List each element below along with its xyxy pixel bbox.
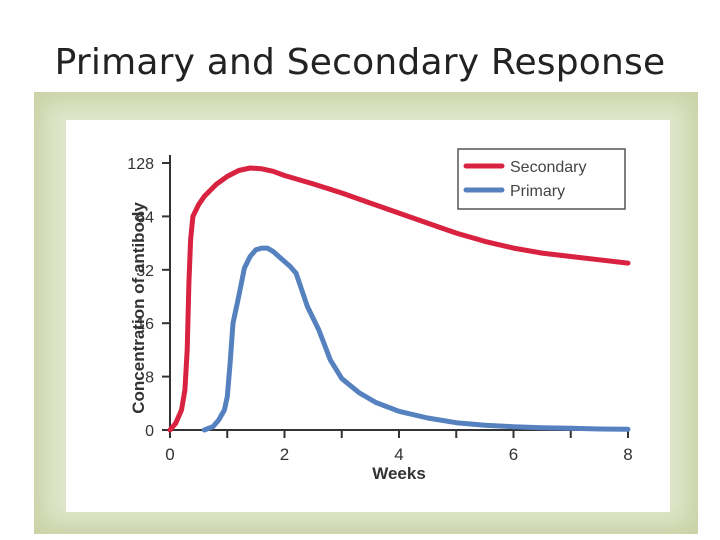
y-tick-label: 16 — [136, 316, 154, 333]
x-tick-label: 6 — [509, 445, 518, 464]
chart-legend: Secondary Primary — [457, 148, 626, 210]
x-tick-label: 0 — [165, 445, 174, 464]
legend-box — [457, 148, 626, 210]
y-tick-label: 0 — [145, 423, 154, 440]
y-tick-label: 8 — [145, 370, 154, 387]
y-tick-label: 64 — [136, 209, 154, 226]
figure-frame: 0 8 16 32 64 128 0 2 4 6 8 Secondary Primary Weeks … — [34, 92, 698, 534]
x-tick-label: 2 — [280, 445, 289, 464]
y-axis-label: Concentration of antibody — [129, 202, 148, 414]
y-tick-label: 32 — [136, 263, 154, 280]
y-tick-label: 128 — [127, 156, 154, 173]
series-line-secondary — [167, 165, 631, 433]
x-tick-label: 4 — [394, 445, 403, 464]
chart-series — [167, 165, 631, 433]
x-axis-label: Weeks — [372, 464, 426, 483]
chart-axes: 0 8 16 32 64 128 0 2 4 6 8 — [127, 155, 633, 464]
legend-label-primary: Primary — [510, 183, 565, 200]
slide-title: Primary and Secondary Response — [54, 42, 666, 83]
legend-label-secondary: Secondary — [510, 159, 587, 176]
series-line-primary — [201, 245, 631, 433]
figure-panel: 0 8 16 32 64 128 0 2 4 6 8 Secondary Primary Weeks … — [66, 120, 670, 512]
x-tick-label: 8 — [623, 445, 632, 464]
